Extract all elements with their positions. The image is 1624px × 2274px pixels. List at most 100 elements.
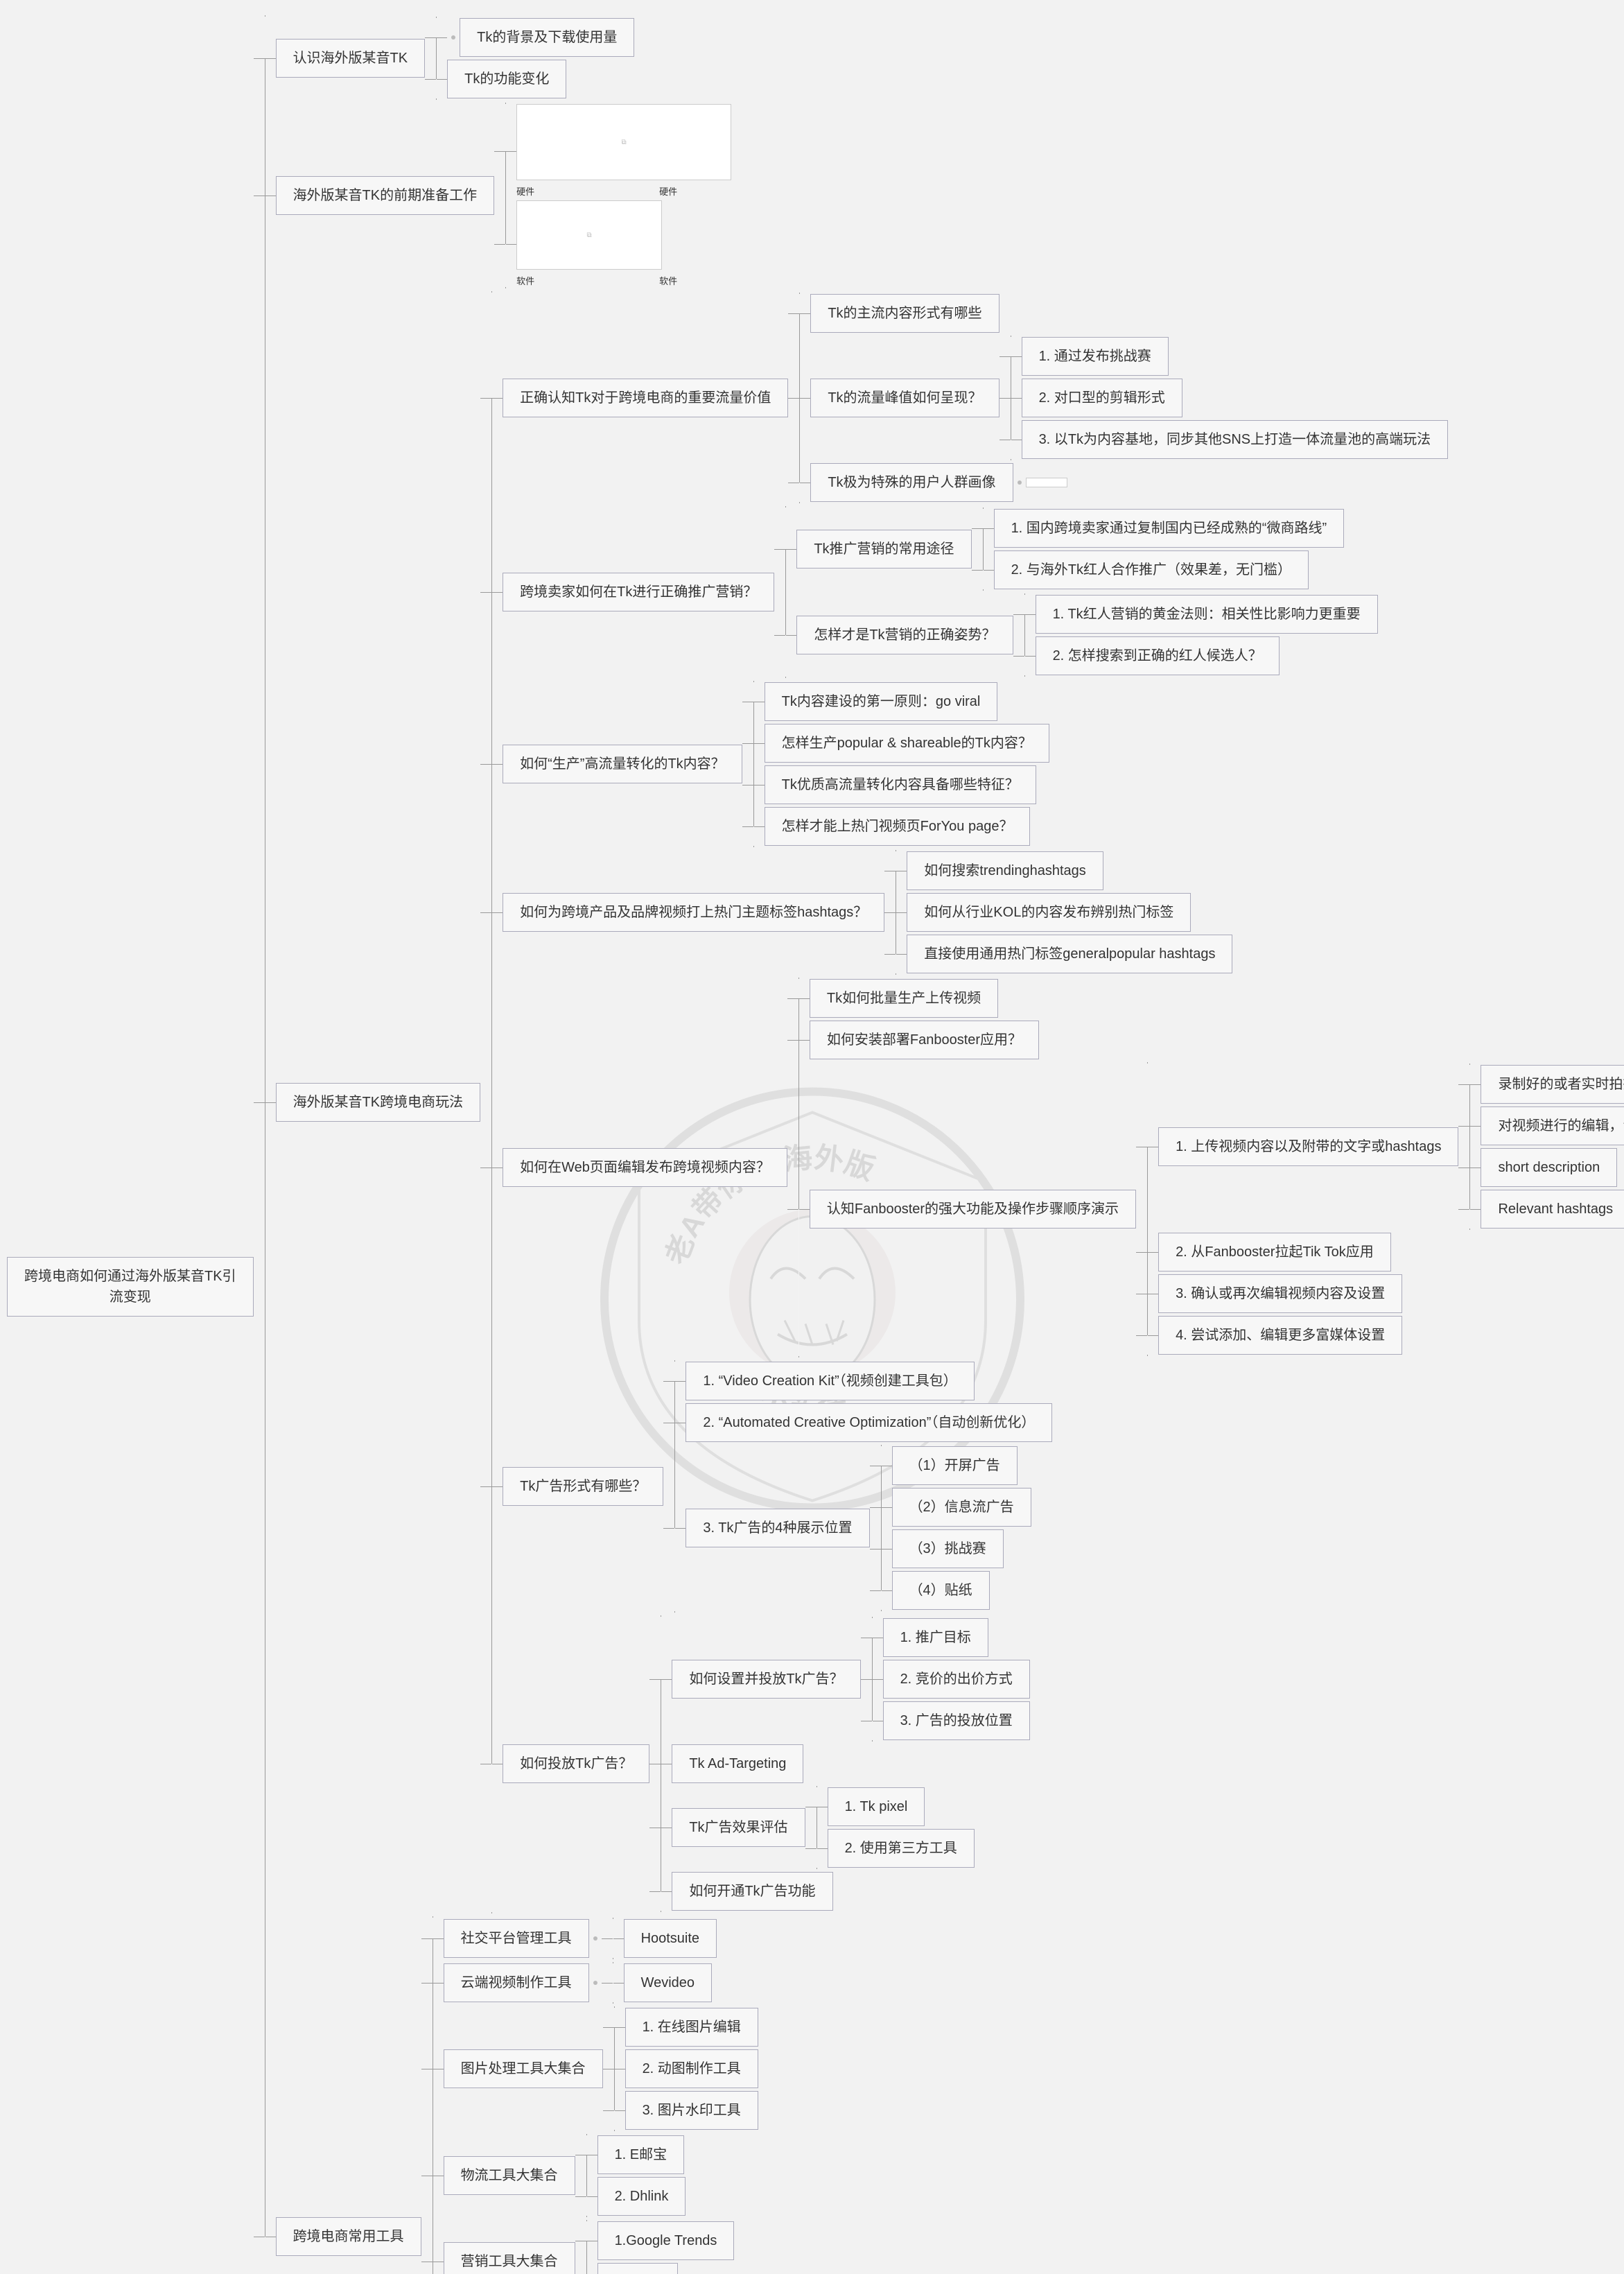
node-label: 2. 使用第三方工具 [828,1829,975,1868]
node[interactable]: （2）信息流广告 [892,1488,1031,1527]
node[interactable]: 如何从行业KOL的内容发布辨别热门标签 [907,893,1232,932]
node[interactable]: Tk的功能变化 [447,60,634,98]
node[interactable]: 1. 上传视频内容以及附带的文字或hashtags 录制好的或者实时拍摄的视频 … [1158,1064,1624,1230]
node-hardware[interactable]: ⧉ 硬件硬件 [516,104,731,198]
node[interactable]: 认知Fanbooster的强大功能及操作步骤顺序演示 1. 上传视频内容以及附带… [810,1062,1624,1356]
node[interactable]: 社交平台管理工具 Hootsuite [444,1918,769,1959]
node[interactable]: Relevant hashtags [1481,1190,1624,1229]
node[interactable]: （1）开屏广告 [892,1446,1031,1485]
node[interactable]: Tk Ad-Targeting [672,1744,1029,1783]
node-label: 如何在Web页面编辑发布跨境视频内容？ [503,1148,787,1187]
node[interactable]: 1. Tk pixel [828,1787,975,1826]
node-label: 2.Alexa [597,2263,679,2274]
node[interactable]: 3. 图片水印工具 [625,2091,758,2130]
node[interactable]: 1. 通过发布挑战赛 [1022,337,1449,376]
bullet-icon [593,1981,597,1985]
node[interactable]: 怎样才是Tk营销的正确姿势？ 1. Tk红人营销的黄金法则：相关性比影响力更重要… [796,593,1377,677]
node[interactable]: 1.Google Trends [597,2221,735,2260]
node-label: 如何为跨境产品及品牌视频打上热门主题标签hashtags？ [503,893,884,932]
branch-tools[interactable]: 跨境电商常用工具 社交平台管理工具 Hootsuite 云端视频制作工具 Wev… [276,1916,1624,2274]
node-label: 1. Tk红人营销的黄金法则：相关性比影响力更重要 [1036,595,1378,634]
node[interactable]: Tk广告形式有哪些？ 1. “Video Creation Kit”（视频创建工… [503,1360,1624,1613]
node-label: 怎样生产popular & shareable的Tk内容？ [765,724,1049,763]
node-software[interactable]: ⧉ 软件软件 [516,200,731,287]
node[interactable]: 怎样才能上热门视频页ForYou page？ [765,807,1049,846]
node[interactable]: 3. 确认或再次编辑视频内容及设置 [1158,1274,1624,1313]
node[interactable]: 2. 怎样搜索到正确的红人候选人？ [1036,636,1378,675]
node[interactable]: Tk内容建设的第一原则：go viral [765,682,1049,721]
node[interactable]: 2. 与海外Tk红人合作推广（效果差，无门槛） [994,550,1345,589]
node[interactable]: 1. E邮宝 [597,2135,686,2174]
node[interactable]: （3）挑战赛 [892,1529,1031,1568]
node[interactable]: Tk的背景及下载使用量 [447,18,634,57]
node[interactable]: 2. 竞价的出价方式 [883,1660,1030,1699]
node[interactable]: 如何为跨境产品及品牌视频打上热门主题标签hashtags？ 如何搜索trendi… [503,850,1624,975]
node[interactable]: 4. 尝试添加、编辑更多富媒体设置 [1158,1316,1624,1355]
branch-ecommerce-play[interactable]: 海外版某音TK跨境电商玩法 正确认知Tk对于跨境电商的重要流量价值 Tk的主流内… [276,291,1624,1913]
node[interactable]: Tk的流量峰值如何呈现？ 1. 通过发布挑战赛 2. 对口型的剪辑形式 3. 以… [810,336,1448,460]
node[interactable]: 如何“生产”高流量转化的Tk内容？ Tk内容建设的第一原则：go viral 怎… [503,681,1624,847]
node-label: Tk极为特殊的用户人群画像 [810,463,1013,502]
node[interactable]: 2. 使用第三方工具 [828,1829,975,1868]
node[interactable]: 1. 推广目标 [883,1618,1030,1657]
branch-recognize-tk[interactable]: 认识海外版某音TK Tk的背景及下载使用量 Tk的功能变化 [276,17,1624,100]
software-diagram-image: ⧉ [516,200,662,270]
node[interactable]: 图片处理工具大集合 1. 在线图片编辑 2. 动图制作工具 3. 图片水印工具 [444,2006,769,2131]
node[interactable]: 2. 动图制作工具 [625,2049,758,2088]
node[interactable]: 物流工具大集合 1. E邮宝 2. Dhlink [444,2134,769,2217]
node-label: 如何搜索trendinghashtags [907,851,1103,890]
node-label: 认知Fanbooster的强大功能及操作步骤顺序演示 [810,1190,1136,1229]
node-label: Hootsuite [624,1919,717,1958]
branch-prep-work[interactable]: 海外版某音TK的前期准备工作 ⧉ 硬件硬件 ⧉ 软件软件 [276,103,1624,288]
node[interactable]: 云端视频制作工具 Wevideo [444,1962,769,2004]
node[interactable]: 跨境卖家如何在Tk进行正确推广营销？ Tk推广营销的常用途径 1. 国内跨境卖家… [503,506,1624,678]
node[interactable]: 直接使用通用热门标签generalpopular hashtags [907,935,1232,973]
node[interactable]: 营销工具大集合 1.Google Trends 2.Alexa [444,2220,769,2274]
node[interactable]: Tk广告效果评估 1. Tk pixel 2. 使用第三方工具 [672,1786,1029,1869]
node[interactable]: Wevideo [624,1963,712,2002]
node[interactable]: 3. 广告的投放位置 [883,1701,1030,1740]
node-label: 营销工具大集合 [444,2242,575,2274]
node[interactable]: 正确认知Tk对于跨境电商的重要流量价值 Tk的主流内容形式有哪些 Tk的流量峰值… [503,293,1624,503]
node[interactable]: Tk的主流内容形式有哪些 [810,294,1448,333]
node-label: 跨境卖家如何在Tk进行正确推广营销？ [503,573,774,611]
node-label: 1. E邮宝 [597,2135,685,2174]
root-node[interactable]: 跨境电商如何通过海外版某音TK引 流变现 认识海外版某音TK Tk的背景及下载使… [7,15,1624,2274]
node[interactable]: 如何安装部署Fanbooster应用？ [810,1021,1624,1059]
node-label: （1）开屏广告 [892,1446,1018,1485]
hw-label: 硬件 [659,184,677,198]
node[interactable]: （4）贴纸 [892,1571,1031,1610]
node[interactable]: short description [1481,1148,1624,1187]
node[interactable]: 如何在Web页面编辑发布跨境视频内容？ Tk如何批量生产上传视频 如何安装部署F… [503,978,1624,1357]
node[interactable]: 如何投放Tk广告？ 如何设置并投放Tk广告？ 1. 推广目标 2. 竞价的出价方… [503,1615,1624,1912]
node[interactable]: 3. 以Tk为内容基地，同步其他SNS上打造一体流量池的高端玩法 [1022,420,1449,459]
node-label: 1. 在线图片编辑 [625,2008,758,2047]
node[interactable]: 如何设置并投放Tk广告？ 1. 推广目标 2. 竞价的出价方式 3. 广告的投放… [672,1617,1029,1742]
node[interactable]: Tk如何批量生产上传视频 [810,979,1624,1018]
node[interactable]: 2. 对口型的剪辑形式 [1022,379,1449,417]
node[interactable]: 对视频进行的编辑，包括 -music, captions, cuts, spec… [1481,1106,1624,1145]
node[interactable]: 如何搜索trendinghashtags [907,851,1232,890]
node[interactable]: 1. Tk红人营销的黄金法则：相关性比影响力更重要 [1036,595,1378,634]
node[interactable]: 录制好的或者实时拍摄的视频 [1481,1065,1624,1104]
node[interactable]: 1. 国内跨境卖家通过复制国内已经成熟的“微商路线” [994,509,1345,548]
node-label: Tk内容建设的第一原则：go viral [765,682,998,721]
node[interactable]: 怎样生产popular & shareable的Tk内容？ [765,724,1049,763]
node[interactable]: 1. “Video Creation Kit”（视频创建工具包） [686,1362,1052,1400]
node-label: 怎样才是Tk营销的正确姿势？ [796,616,1013,654]
node-label: 海外版某音TK的前期准备工作 [276,176,495,215]
node[interactable]: 2. “Automated Creative Optimization”（自动创… [686,1403,1052,1442]
node[interactable]: 2. Dhlink [597,2177,686,2216]
node[interactable]: Tk优质高流量转化内容具备哪些特征？ [765,765,1049,804]
node-label: Tk Ad-Targeting [672,1744,803,1783]
node[interactable]: 2. 从Fanbooster拉起Tik Tok应用 [1158,1233,1624,1271]
node[interactable]: 1. 在线图片编辑 [625,2008,758,2047]
node[interactable]: Tk极为特殊的用户人群画像 [810,463,1448,502]
node-label: （4）贴纸 [892,1571,990,1610]
node[interactable]: 如何开通Tk广告功能 [672,1872,1029,1911]
node[interactable]: Hootsuite [624,1919,717,1958]
node[interactable]: 2.Alexa [597,2263,735,2274]
node-label: 1. 通过发布挑战赛 [1022,337,1169,376]
node[interactable]: 3. Tk广告的4种展示位置 （1）开屏广告 （2）信息流广告 （3）挑战赛 （… [686,1445,1052,1611]
node[interactable]: Tk推广营销的常用途径 1. 国内跨境卖家通过复制国内已经成熟的“微商路线” 2… [796,507,1377,591]
